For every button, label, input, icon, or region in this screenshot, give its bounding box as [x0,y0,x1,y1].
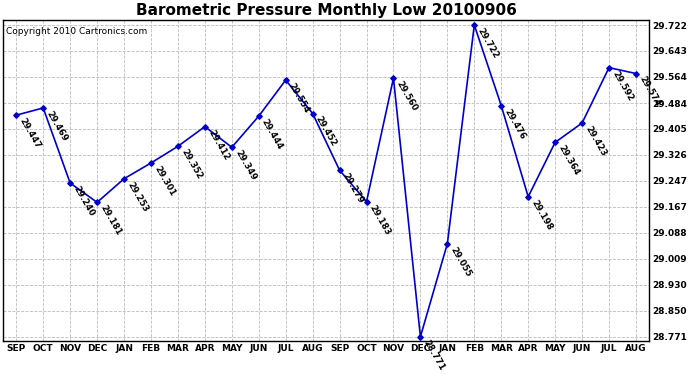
Text: 29.183: 29.183 [368,203,393,237]
Text: 29.452: 29.452 [314,115,339,148]
Text: 29.423: 29.423 [584,124,608,158]
Title: Barometric Pressure Monthly Low 20100906: Barometric Pressure Monthly Low 20100906 [136,3,517,18]
Text: Copyright 2010 Cartronics.com: Copyright 2010 Cartronics.com [6,27,147,36]
Text: 29.554: 29.554 [287,81,311,115]
Text: 29.444: 29.444 [260,117,285,151]
Text: 29.301: 29.301 [152,164,177,198]
Text: 29.349: 29.349 [233,148,258,182]
Text: 29.560: 29.560 [395,80,420,113]
Text: 29.279: 29.279 [341,172,366,205]
Text: 29.253: 29.253 [126,180,150,213]
Text: 29.412: 29.412 [206,128,230,162]
Text: 29.181: 29.181 [99,204,123,237]
Text: 29.592: 29.592 [611,69,635,102]
Text: 29.240: 29.240 [72,184,96,218]
Text: 29.469: 29.469 [45,110,69,143]
Text: 29.476: 29.476 [502,107,527,141]
Text: 29.722: 29.722 [475,26,500,60]
Text: 28.771: 28.771 [422,338,446,372]
Text: 29.055: 29.055 [448,245,473,278]
Text: 29.352: 29.352 [179,148,204,181]
Text: 29.447: 29.447 [18,117,42,150]
Text: 29.198: 29.198 [530,198,554,232]
Text: 29.574: 29.574 [638,75,662,108]
Text: 29.364: 29.364 [557,144,581,177]
